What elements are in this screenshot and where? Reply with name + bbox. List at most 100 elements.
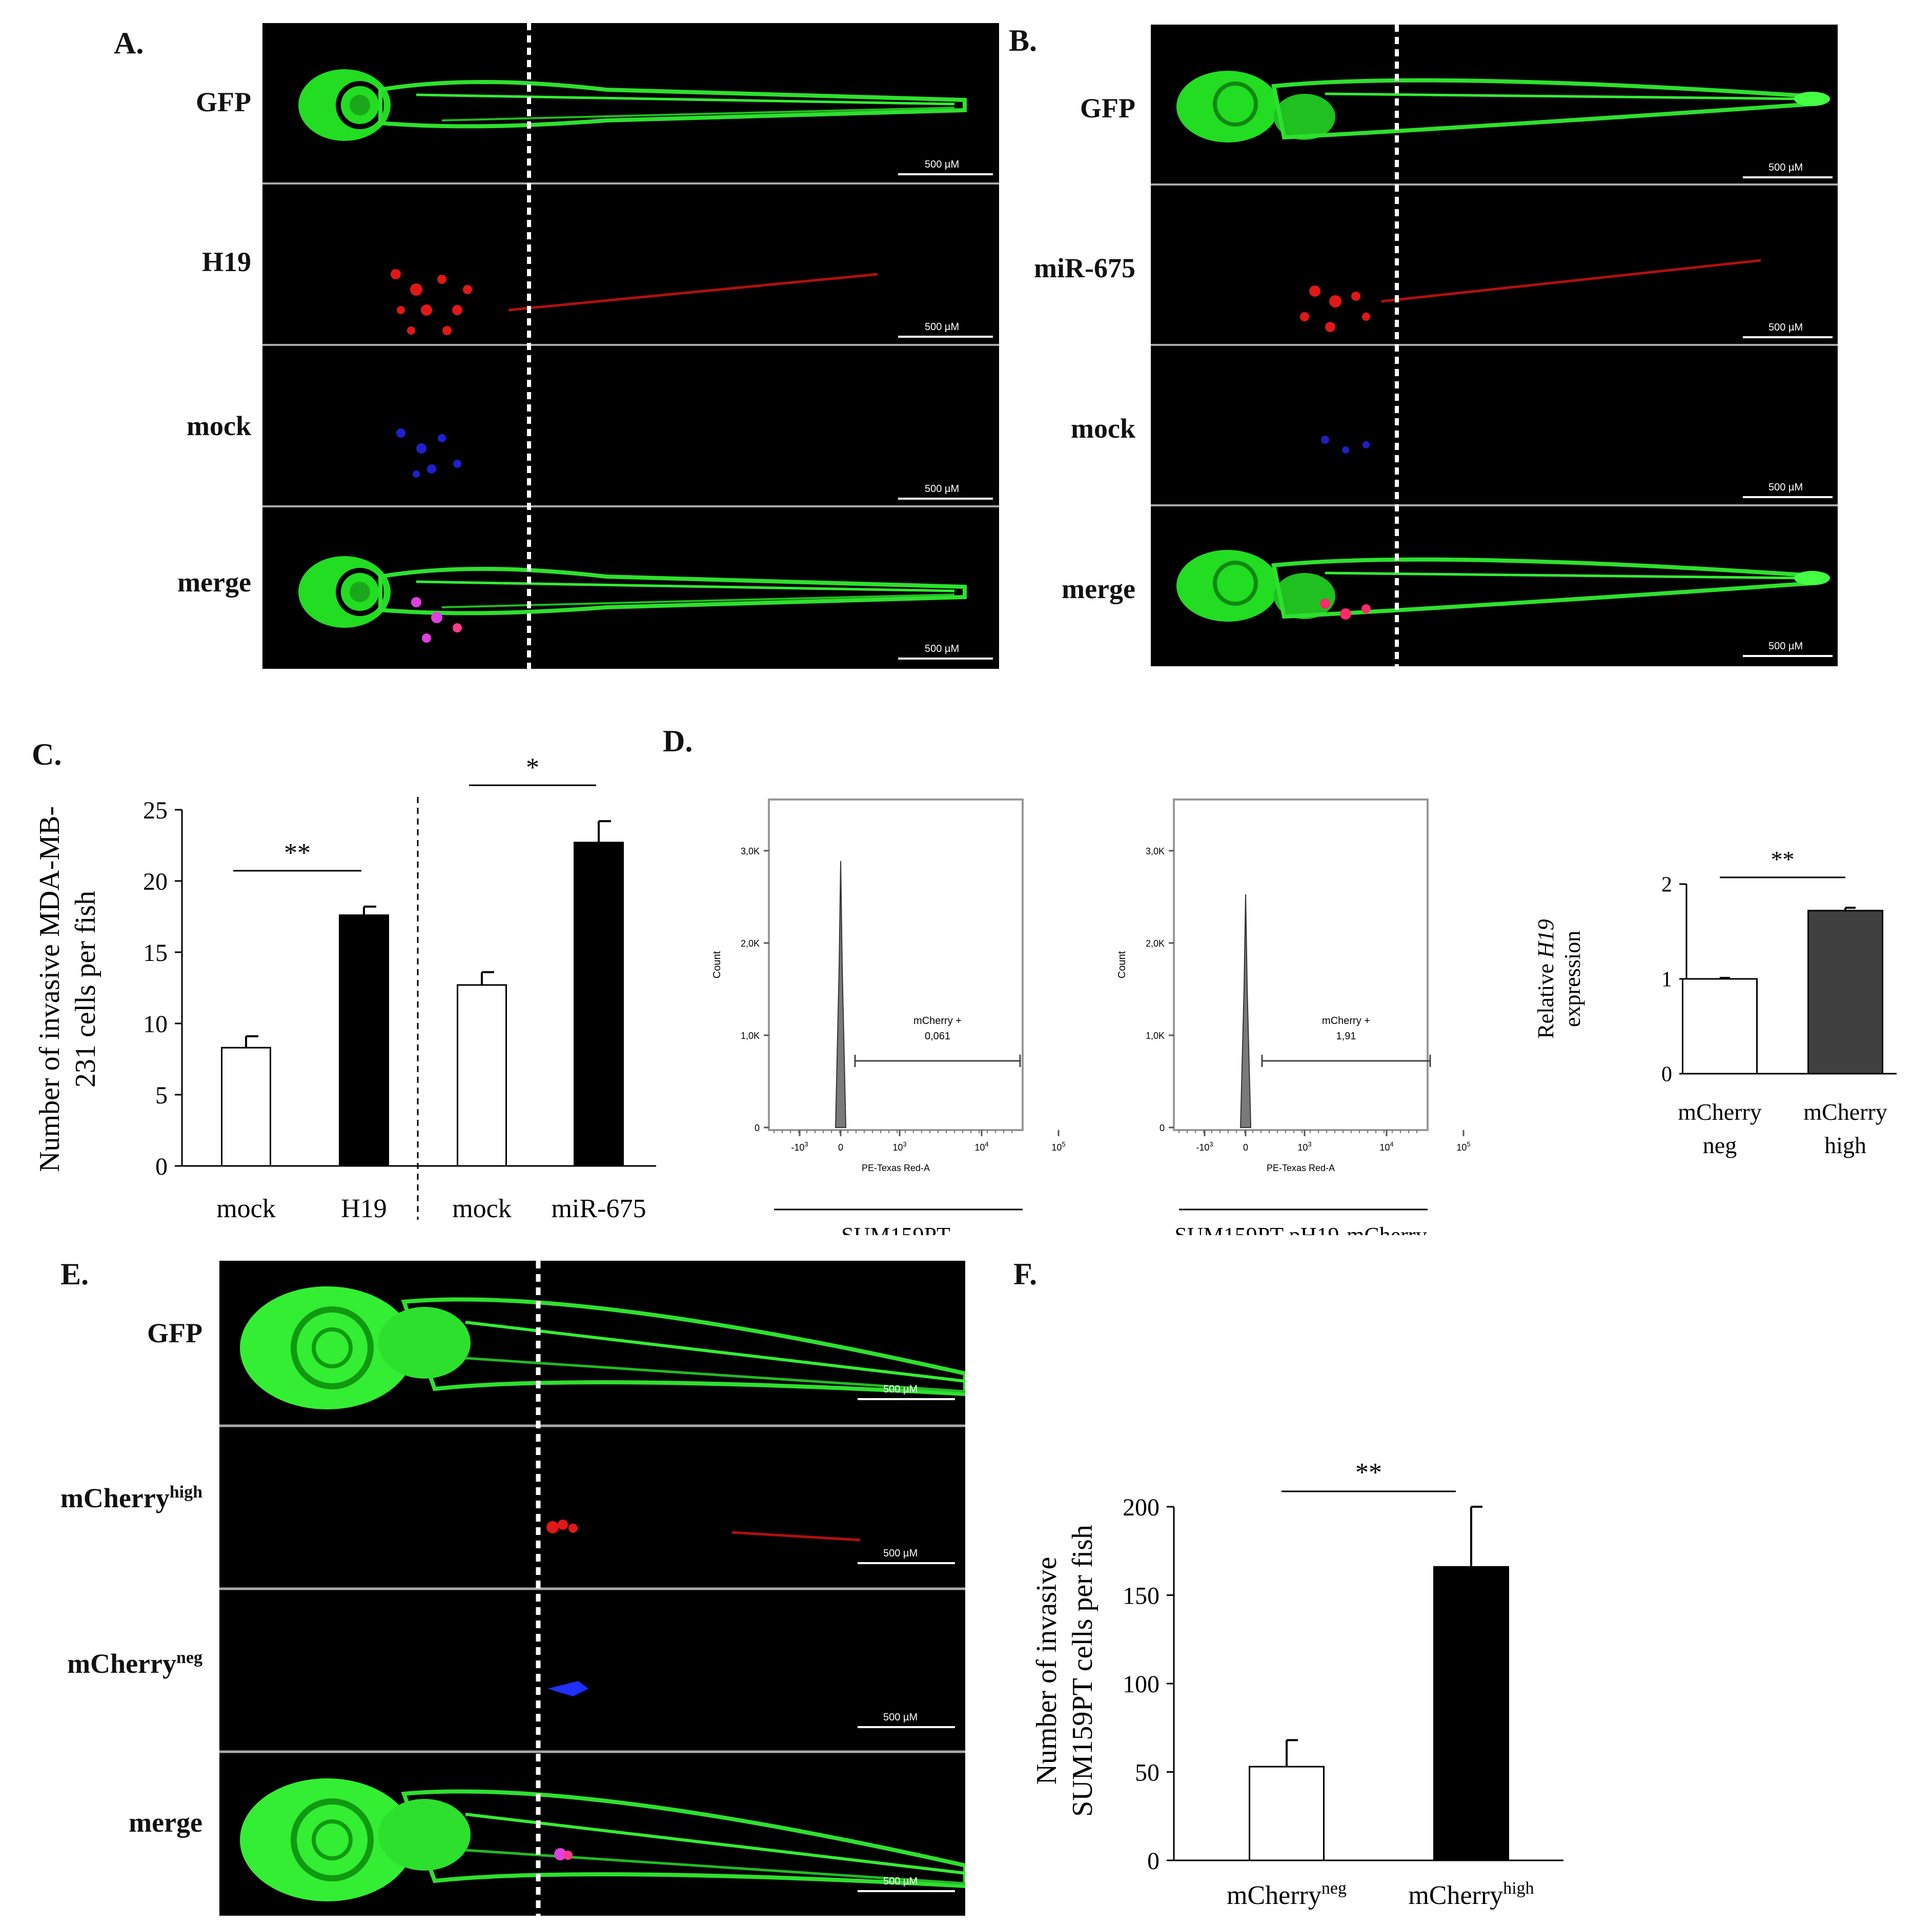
y-axis-label-line2: SUM159PT cells per fish	[1067, 1525, 1099, 1817]
panel-e-row-label-mcherry-high: mCherryhigh	[60, 1483, 202, 1513]
panel-e-merge-fish	[240, 1778, 965, 1901]
panel-b-scalebar-label-4: 500 µM	[1768, 641, 1803, 652]
y-tick-label: 0	[155, 1153, 168, 1180]
significance-label: **	[284, 838, 311, 868]
x-axis-label: PE-Texas Red-A	[1267, 1163, 1335, 1173]
x-category-label: mock	[216, 1194, 276, 1223]
panel-b-gfp-fish	[1176, 71, 1830, 142]
panel-b-scalebar-label-2: 500 µM	[1768, 322, 1803, 333]
x-axis-label: PE-Texas Red-A	[862, 1163, 930, 1173]
y-tick-label: 2,0K	[1146, 938, 1165, 949]
x-tick-label: 105	[1051, 1140, 1065, 1153]
panel-a-row-label-merge: merge	[177, 567, 251, 598]
panel-e-label: E.	[60, 1257, 89, 1291]
y-tick-label: 0	[755, 1123, 760, 1133]
bar	[339, 914, 389, 1167]
bar	[1433, 1566, 1509, 1861]
y-axis-label: Count	[711, 951, 723, 978]
panel-f-label: F.	[1013, 1257, 1038, 1291]
panel-b-row-label-mir675: miR-675	[1034, 253, 1135, 283]
panel-f-bar-chart: 0 50 100 150 200 mCherryneg mCherryhigh ** Numbe…	[1031, 1458, 1563, 1910]
panel-e-fish-svg: 500 µM 500 µM 500 µM 500 µM	[219, 1261, 965, 1916]
x-category-label-line1: mCherry	[1803, 1099, 1887, 1125]
x-category-label-line1: mCherry	[1678, 1099, 1762, 1125]
y-tick-label: 0	[1147, 1848, 1160, 1875]
panel-a-h19-red-cells	[391, 269, 878, 335]
y-tick-label: 0	[1160, 1123, 1165, 1133]
gate-name: mCherry +	[1322, 1015, 1370, 1027]
panel-e-mcherry-high-red-cells	[546, 1520, 861, 1542]
x-tick-label: -103	[1196, 1140, 1213, 1153]
panel-a-row-label-mock: mock	[187, 411, 251, 441]
y-axis-label: Count	[1116, 951, 1128, 978]
panel-e-scalebar-label-4: 500 µM	[883, 1876, 918, 1887]
panel-b-fish-image-stack: 500 µM 500 µM 500 µM 500 µM	[1151, 25, 1838, 666]
panel-b-scalebar-label-3: 500 µM	[1768, 482, 1803, 493]
x-category-label: miR-675	[552, 1194, 646, 1223]
histogram-peak	[835, 860, 847, 1128]
significance-label: *	[526, 758, 539, 782]
panel-b-label: B.	[1009, 24, 1038, 57]
gate-value: 1,91	[1336, 1031, 1356, 1042]
panel-d-flow-histogram-left: 0 1,0K 2,0K 3,0K Count -103 0 103 104 105 PE-Texas…	[711, 798, 1066, 1235]
panel-b-fish-svg: 500 µM 500 µM 500 µM 500 µM	[1151, 25, 1838, 666]
panel-a-fish-image-stack: 500 µM 500 µM 500 µM 500 µM	[262, 23, 999, 669]
y-tick-label: 10	[143, 1011, 168, 1038]
panel-d-flow-histogram-right: 0 1,0K 2,0K 3,0K Count -103 0 103 104 105 PE-Texas…	[1116, 798, 1471, 1235]
gate-name: mCherry +	[913, 1015, 962, 1027]
y-tick-label: 150	[1123, 1582, 1160, 1609]
panel-b-mir675-red-cells	[1300, 259, 1761, 332]
x-tick-label: 104	[974, 1140, 988, 1153]
panel-a-scalebar-label-4: 500 µM	[925, 643, 959, 654]
panel-a-label: A.	[114, 26, 144, 60]
x-category-label: mCherryneg	[1227, 1879, 1347, 1910]
y-axis-label-line2: 231 cells per fish	[70, 891, 101, 1088]
y-tick-label: 1	[1661, 968, 1672, 992]
panel-b-row-label-gfp: GFP	[1080, 93, 1135, 124]
plot-frame	[768, 798, 1024, 1131]
x-tick-label: -103	[791, 1140, 808, 1153]
bar	[1807, 910, 1883, 1075]
sample-name: SUM159PT-pH19-mCherry	[1174, 1223, 1427, 1235]
panel-e-scalebar-label-1: 500 µM	[883, 1384, 918, 1395]
y-tick-label: 50	[1135, 1759, 1160, 1786]
panel-b-scalebar-label-1: 500 µM	[1768, 162, 1803, 173]
y-tick-label: 2	[1661, 873, 1672, 897]
panel-a-scalebars	[898, 173, 993, 660]
panel-a-row-label-gfp: GFP	[196, 87, 251, 117]
y-axis-label-line2: expression	[1560, 931, 1585, 1027]
panel-b-row-label-merge: merge	[1062, 573, 1135, 604]
panel-a-scalebar-label-2: 500 µM	[925, 321, 959, 333]
panel-e-gfp-fish	[240, 1286, 965, 1409]
bar	[1682, 978, 1758, 1075]
panel-d-h19-expression-bar-chart: 0 1 2 mCherry neg mCherry high ** Relative H19 ex…	[1533, 846, 1897, 1158]
panel-a-gfp-fish	[298, 69, 965, 141]
panel-e-row-label-merge: merge	[129, 1807, 202, 1838]
x-category-label: H19	[341, 1194, 387, 1223]
panel-e-row-label-gfp: GFP	[147, 1318, 202, 1348]
y-tick-label: 3,0K	[741, 846, 760, 856]
histogram-peak	[1239, 894, 1252, 1128]
x-tick-label: 0	[838, 1142, 843, 1153]
panel-a-fish-svg: 500 µM 500 µM 500 µM 500 µM	[262, 23, 999, 669]
panel-a-merge-fish	[298, 556, 965, 643]
panel-e-scalebar-label-3: 500 µM	[883, 1712, 918, 1723]
y-tick-label: 100	[1123, 1671, 1160, 1698]
panel-e-row-label-mcherry-neg: mCherryneg	[67, 1648, 202, 1679]
y-tick-label: 20	[143, 868, 168, 895]
significance-label: **	[1771, 846, 1795, 872]
panel-e-fish-image-stack: 500 µM 500 µM 500 µM 500 µM	[219, 1261, 965, 1916]
panel-a-scalebar-label-1: 500 µM	[925, 159, 959, 170]
y-tick-label: 5	[155, 1082, 168, 1109]
significance-label: **	[1355, 1458, 1382, 1487]
panel-b-merge-fish	[1176, 550, 1830, 622]
x-tick-label: 0	[1243, 1142, 1248, 1153]
x-category-label-line2: neg	[1703, 1132, 1737, 1158]
y-tick-label: 1,0K	[741, 1031, 760, 1041]
panel-a-mock-blue-cells	[396, 428, 461, 478]
bar	[221, 1047, 271, 1167]
panel-e-mcherry-neg-blue-cells	[547, 1681, 588, 1696]
y-tick-label: 2,0K	[741, 938, 760, 949]
panel-a-scalebar-label-3: 500 µM	[925, 483, 959, 495]
